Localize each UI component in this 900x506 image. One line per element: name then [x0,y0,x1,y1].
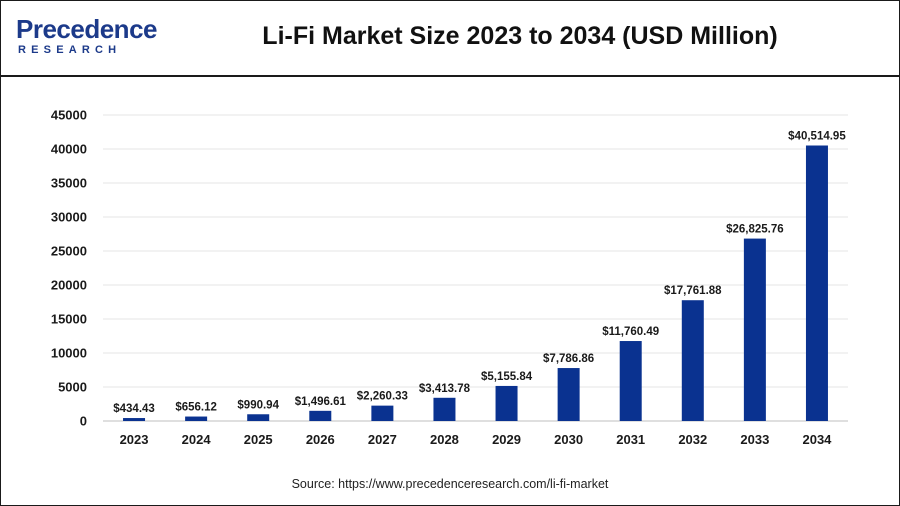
data-label: $17,761.88 [664,285,722,297]
x-tick-label: 2024 [182,432,212,447]
y-tick-label: 20000 [51,278,87,293]
bar [557,368,580,421]
x-tick-label: 2023 [120,432,149,447]
bar [495,385,518,421]
bar [619,341,642,421]
y-tick-label: 35000 [51,176,87,191]
bar [433,397,456,421]
x-tick-label: 2028 [430,432,459,447]
data-label: $26,825.76 [726,224,784,236]
y-tick-label: 5000 [58,380,87,395]
data-label: $5,155.84 [481,371,533,383]
bar [309,410,332,421]
bar [247,414,270,421]
header: Precedence RESEARCH Li-Fi Market Size 20… [0,0,900,77]
bar [123,418,146,421]
source-citation: Source: https://www.precedenceresearch.c… [291,477,609,491]
brand-logo: Precedence RESEARCH [16,14,157,60]
data-label: $3,413.78 [419,383,471,395]
bar [743,238,766,421]
x-tick-label: 2025 [244,432,273,447]
x-tick-label: 2026 [306,432,335,447]
y-tick-label: 40000 [51,142,87,157]
y-tick-label: 15000 [51,312,87,327]
logo-subtitle: RESEARCH [18,44,122,56]
bar [185,416,208,421]
y-tick-label: 25000 [51,244,87,259]
data-label: $990.94 [237,399,279,411]
x-tick-label: 2033 [740,432,769,447]
data-label: $2,260.33 [357,391,408,403]
data-label: $434.43 [113,403,155,415]
y-tick-label: 0 [80,414,87,429]
bar [681,300,704,421]
x-tick-label: 2029 [492,432,521,447]
x-tick-label: 2030 [554,432,583,447]
bar [371,405,394,421]
x-tick-label: 2031 [616,432,645,447]
bar [805,145,828,421]
chart-title: Li-Fi Market Size 2023 to 2034 (USD Mill… [262,22,778,50]
x-tick-label: 2032 [678,432,707,447]
data-label: $40,514.95 [788,130,846,142]
y-tick-label: 45000 [51,108,87,123]
data-label: $7,786.86 [543,353,594,365]
x-tick-label: 2034 [802,432,832,447]
data-label: $1,496.61 [295,396,347,408]
y-tick-label: 10000 [51,346,87,361]
y-tick-label: 30000 [51,210,87,225]
x-tick-label: 2027 [368,432,397,447]
data-label: $656.12 [175,402,217,414]
data-label: $11,760.49 [602,326,659,338]
logo-wordmark: Precedence [16,14,157,44]
